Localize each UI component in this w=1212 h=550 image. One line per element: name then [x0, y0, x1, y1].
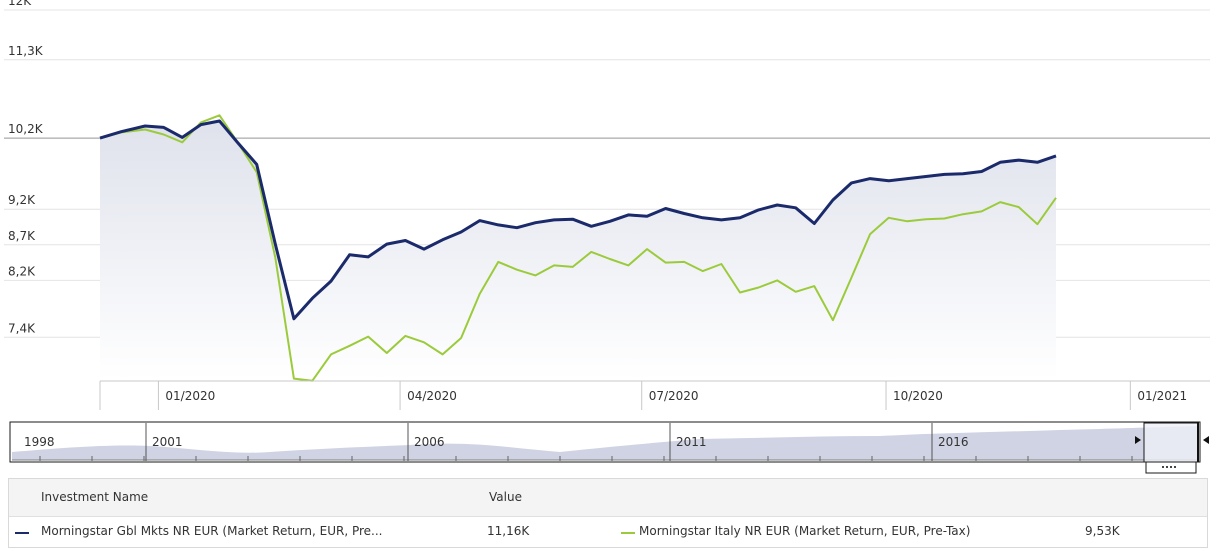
scrollbar-grip-dot	[1174, 466, 1176, 468]
x-tick-label: 01/2021	[1137, 389, 1187, 403]
series-1-line	[99, 119, 1057, 321]
navigator-label: 1998	[24, 435, 55, 449]
y-tick-label: 7,4K	[8, 321, 36, 335]
series-2-swatch	[621, 532, 635, 534]
navigator-label: 2016	[938, 435, 969, 449]
range-navigator[interactable]: 1998 2001 2006 2011 2016	[9, 421, 1209, 474]
legend-table: Investment Name Value Morningstar Gbl Mk…	[8, 478, 1208, 548]
header-value: Value	[489, 490, 522, 504]
series-2-line	[99, 114, 1057, 382]
navigator-label: 2011	[676, 435, 707, 449]
y-axis: 12K 11,3K 10,2K 9,2K 8,7K 8,2K 7,4K	[8, 0, 44, 335]
navigator-right-handle[interactable]	[1203, 436, 1209, 444]
scrollbar-grip-dot	[1162, 466, 1164, 468]
legend-header: Investment Name Value	[9, 479, 1207, 517]
y-tick-label: 12K	[8, 0, 32, 8]
series-1-swatch	[15, 532, 29, 534]
growth-chart: 12K 11,3K 10,2K 9,2K 8,7K 8,2K 7,4K 01/2020 04/…	[4, 0, 1210, 474]
y-tick-label: 8,7K	[8, 229, 36, 243]
scrollbar-grip-dot	[1166, 466, 1168, 468]
x-axis: 01/2020 04/2020 07/2020 10/2020 01/2021	[99, 380, 1210, 410]
navigator-label: 2006	[414, 435, 445, 449]
series-lines	[99, 114, 1057, 382]
navigator-area	[12, 426, 1198, 460]
y-tick-label: 10,2K	[8, 122, 44, 136]
series-1-area	[100, 121, 1056, 380]
x-tick-label: 07/2020	[649, 389, 699, 403]
series-1-name: Morningstar Gbl Mkts NR EUR (Market Retu…	[41, 524, 383, 538]
x-tick-label: 01/2020	[165, 389, 215, 403]
y-tick-label: 8,2K	[8, 264, 36, 278]
y-tick-label: 9,2K	[8, 193, 36, 207]
x-tick-label: 04/2020	[407, 389, 457, 403]
series-2-name: Morningstar Italy NR EUR (Market Return,…	[639, 524, 971, 538]
series-2-value: 9,53K	[1085, 524, 1120, 538]
navigator-left-handle[interactable]	[1135, 436, 1141, 444]
series-area	[100, 121, 1056, 380]
scrollbar-grip-dot	[1170, 466, 1172, 468]
series-1-value: 11,16K	[487, 524, 530, 538]
navigator-selection[interactable]	[1143, 422, 1199, 463]
x-tick-label: 10/2020	[893, 389, 943, 403]
header-investment-name: Investment Name	[41, 490, 149, 504]
legend-row: Morningstar Gbl Mkts NR EUR (Market Retu…	[9, 517, 1207, 549]
y-tick-label: 11,3K	[8, 44, 44, 58]
navigator-label: 2001	[152, 435, 183, 449]
